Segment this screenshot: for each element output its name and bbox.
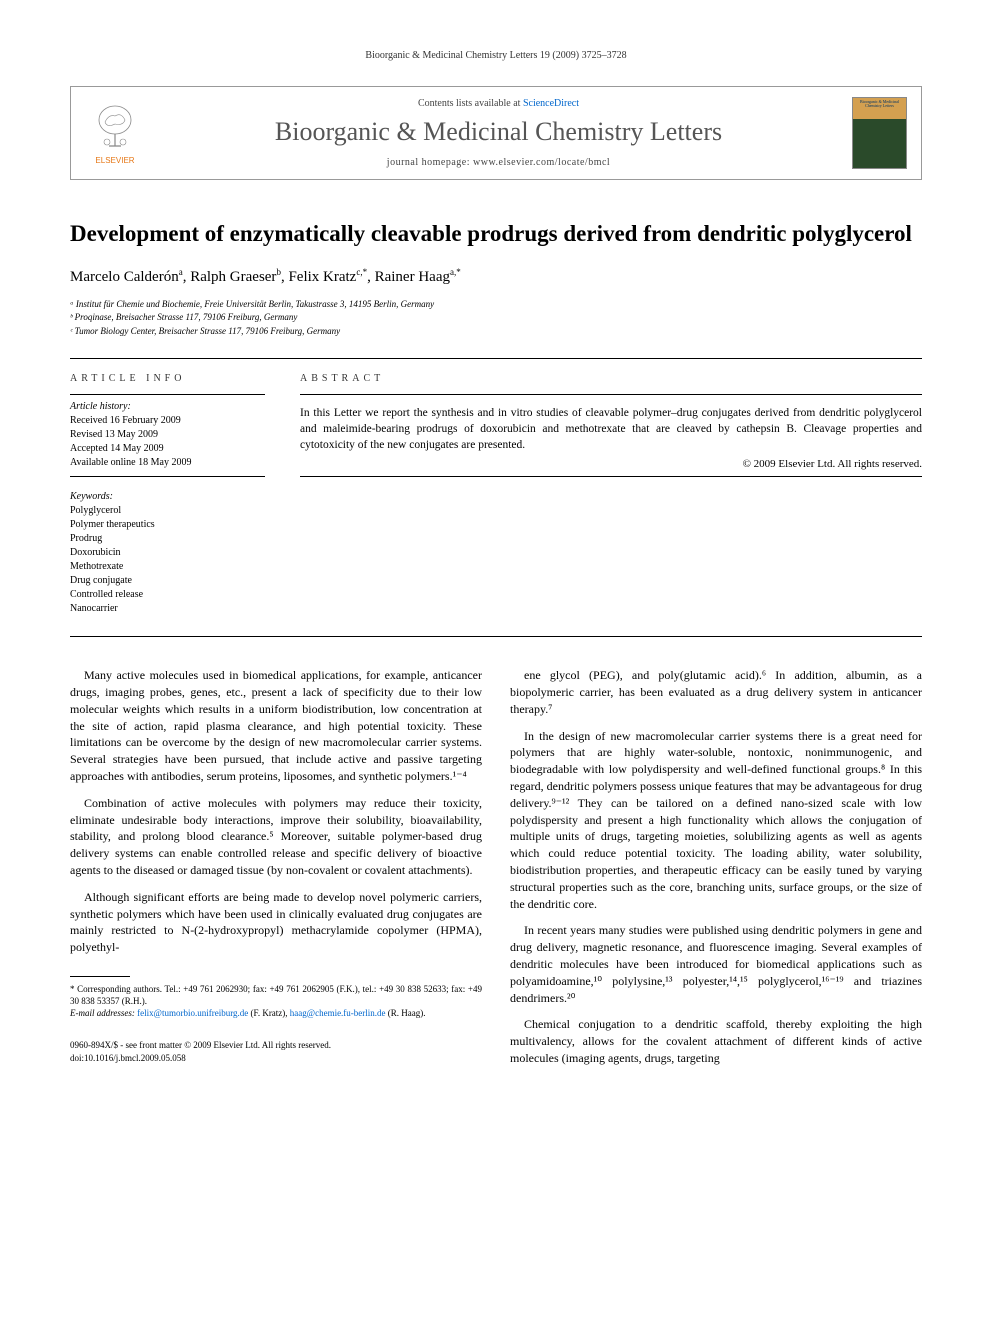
abstract-divider — [300, 394, 922, 395]
abstract-heading: ABSTRACT — [300, 373, 922, 384]
contents-prefix: Contents lists available at — [418, 98, 523, 109]
keyword-4: Doxorubicin — [70, 546, 265, 560]
homepage-url: www.elsevier.com/locate/bmcl — [473, 157, 610, 168]
abstract-text: In this Letter we report the synthesis a… — [300, 405, 922, 453]
keyword-6: Drug conjugate — [70, 574, 265, 588]
sciencedirect-link[interactable]: ScienceDirect — [523, 98, 579, 109]
journal-header-center: Contents lists available at ScienceDirec… — [160, 98, 837, 168]
cover-title: Bioorganic & Medicinal Chemistry Letters — [855, 100, 904, 109]
email-who-1: (F. Kratz) — [251, 1008, 286, 1018]
history-accepted: Accepted 14 May 2009 — [70, 442, 265, 456]
author-4-aff: a,* — [450, 267, 461, 277]
author-3: Felix Kratz — [288, 269, 356, 285]
body-p1: Many active molecules used in biomedical… — [70, 667, 482, 785]
history-revised: Revised 13 May 2009 — [70, 428, 265, 442]
elsevier-tree-icon — [91, 102, 139, 154]
author-1: Marcelo Calderón — [70, 269, 179, 285]
keyword-3: Prodrug — [70, 532, 265, 546]
body-columns: Many active molecules used in biomedical… — [70, 667, 922, 1077]
email-who-2: (R. Haag) — [388, 1008, 424, 1018]
keywords-label: Keywords: — [70, 491, 265, 502]
author-3-aff: c,* — [356, 267, 367, 277]
homepage-prefix: journal homepage: — [387, 157, 473, 168]
bottom-meta: 0960-894X/$ - see front matter © 2009 El… — [70, 1039, 482, 1063]
keyword-8: Nanocarrier — [70, 602, 265, 616]
running-header: Bioorganic & Medicinal Chemistry Letters… — [70, 50, 922, 61]
body-p4: ene glycol (PEG), and poly(glutamic acid… — [510, 667, 922, 717]
elsevier-label: ELSEVIER — [95, 156, 134, 165]
info-divider-2 — [70, 476, 265, 477]
abstract-divider-bottom — [300, 476, 922, 477]
section-divider — [70, 358, 922, 359]
doi-line: doi:10.1016/j.bmcl.2009.05.058 — [70, 1052, 482, 1064]
contents-line: Contents lists available at ScienceDirec… — [160, 98, 837, 109]
article-title: Development of enzymatically cleavable p… — [70, 220, 922, 249]
author-2-aff: b — [276, 267, 281, 277]
journal-homepage: journal homepage: www.elsevier.com/locat… — [160, 157, 837, 168]
info-divider — [70, 394, 265, 395]
abstract-copyright: © 2009 Elsevier Ltd. All rights reserved… — [300, 458, 922, 470]
corresponding-footnote: * Corresponding authors. Tel.: +49 761 2… — [70, 983, 482, 1007]
body-p3: Although significant efforts are being m… — [70, 889, 482, 956]
email-link-2[interactable]: haag@chemie.fu-berlin.de — [290, 1008, 386, 1018]
history-label: Article history: — [70, 401, 265, 412]
footnotes-block: * Corresponding authors. Tel.: +49 761 2… — [70, 983, 482, 1019]
authors-line: Marcelo Calderóna, Ralph Graeserb, Felix… — [70, 267, 922, 286]
keyword-1: Polyglycerol — [70, 504, 265, 518]
author-1-aff: a — [179, 267, 183, 277]
issn-line: 0960-894X/$ - see front matter © 2009 El… — [70, 1039, 482, 1051]
journal-name: Bioorganic & Medicinal Chemistry Letters — [160, 117, 837, 147]
journal-header-box: ELSEVIER Contents lists available at Sci… — [70, 86, 922, 180]
article-info-column: ARTICLE INFO Article history: Received 1… — [70, 373, 265, 616]
body-p5: In the design of new macromolecular carr… — [510, 728, 922, 913]
footnote-divider — [70, 976, 130, 977]
email-label: E-mail addresses: — [70, 1008, 135, 1018]
body-column-left: Many active molecules used in biomedical… — [70, 667, 482, 1077]
affiliation-b: ᵇ Proqinase, Breisacher Strasse 117, 791… — [70, 311, 922, 325]
elsevier-logo: ELSEVIER — [85, 98, 145, 168]
body-column-right: ene glycol (PEG), and poly(glutamic acid… — [510, 667, 922, 1077]
keyword-2: Polymer therapeutics — [70, 518, 265, 532]
email-link-1[interactable]: felix@tumorbio.unifreiburg.de — [137, 1008, 248, 1018]
history-online: Available online 18 May 2009 — [70, 456, 265, 470]
article-info-heading: ARTICLE INFO — [70, 373, 265, 384]
keyword-7: Controlled release — [70, 588, 265, 602]
author-4: Rainer Haag — [375, 269, 450, 285]
body-p6: In recent years many studies were publis… — [510, 922, 922, 1006]
affiliations-block: ᵃ Institut für Chemie und Biochemie, Fre… — [70, 298, 922, 339]
affiliation-a: ᵃ Institut für Chemie und Biochemie, Fre… — [70, 298, 922, 312]
body-divider — [70, 636, 922, 637]
body-p2: Combination of active molecules with pol… — [70, 795, 482, 879]
keyword-5: Methotrexate — [70, 560, 265, 574]
affiliation-c: ᶜ Tumor Biology Center, Breisacher Stras… — [70, 325, 922, 339]
email-footnote: E-mail addresses: felix@tumorbio.unifrei… — [70, 1007, 482, 1019]
journal-cover-thumbnail: Bioorganic & Medicinal Chemistry Letters — [852, 97, 907, 169]
body-p7: Chemical conjugation to a dendritic scaf… — [510, 1016, 922, 1066]
author-2: Ralph Graeser — [190, 269, 276, 285]
history-received: Received 16 February 2009 — [70, 414, 265, 428]
abstract-column: ABSTRACT In this Letter we report the sy… — [300, 373, 922, 616]
